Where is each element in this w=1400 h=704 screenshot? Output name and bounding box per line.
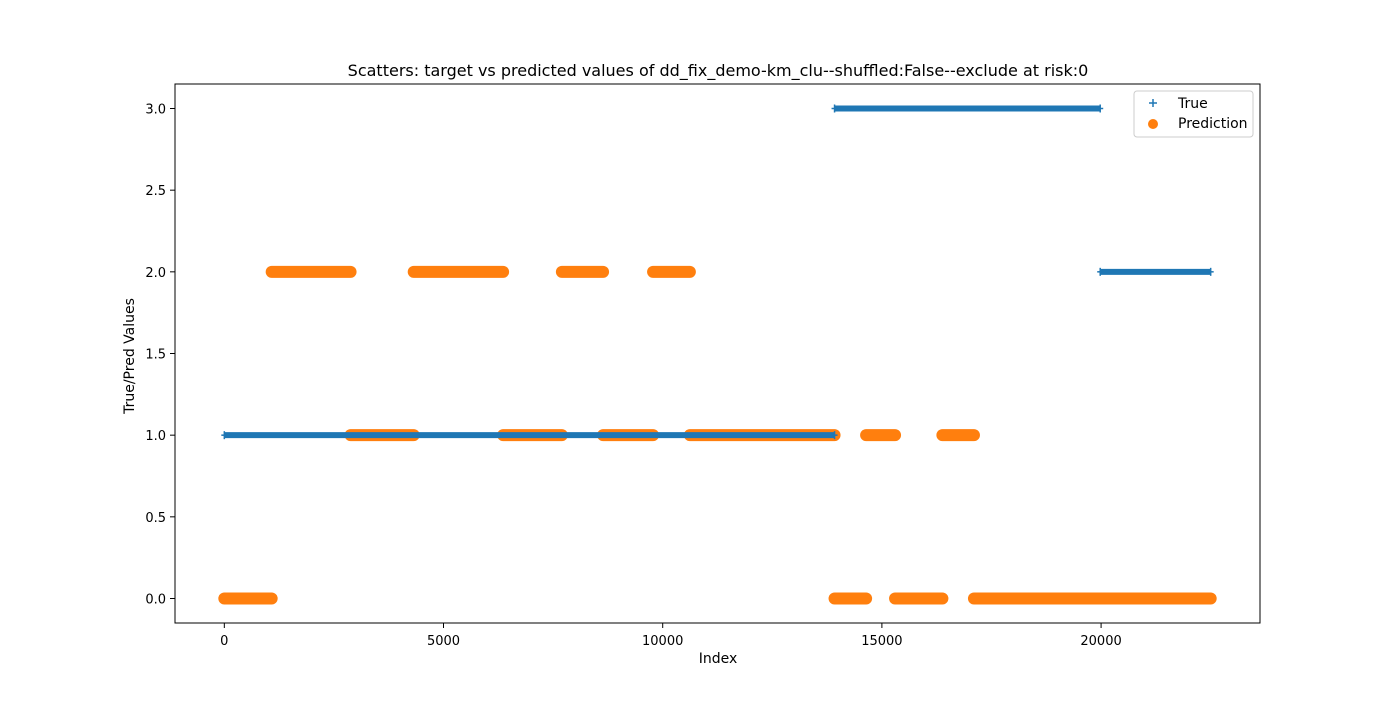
y-axis: 0.0 0.5 1.0 1.5 2.0 2.5 3.0: [145, 103, 175, 608]
y-tick-label: 2.0: [145, 266, 166, 281]
legend: True Prediction: [1133, 90, 1254, 138]
x-tick-label: 15000: [861, 634, 902, 649]
x-tick-label: 0: [220, 634, 228, 649]
y-tick-label: 1.5: [145, 348, 166, 363]
true-series: [221, 104, 1214, 440]
plot-area-background: [175, 84, 1260, 623]
chart-title: Scatters: target vs predicted values of …: [348, 61, 1089, 81]
legend-marker-prediction: [1148, 119, 1158, 129]
y-tick-label: 1.0: [145, 429, 166, 444]
legend-marker-true: [1149, 99, 1157, 107]
legend-circle-marker: [1148, 119, 1158, 129]
y-tick-label: 0.0: [145, 593, 166, 608]
legend-frame: [1133, 90, 1254, 138]
x-tick-label: 5000: [427, 634, 460, 649]
x-axis-label: Index: [699, 651, 738, 667]
y-tick-label: 2.5: [145, 184, 166, 199]
x-tick-label: 20000: [1080, 634, 1121, 649]
legend-label-true: True: [1177, 96, 1208, 112]
x-tick-label: 10000: [642, 634, 683, 649]
y-tick-label: 3.0: [145, 103, 166, 118]
x-axis: 0 5000 10000 15000 20000: [220, 623, 1122, 649]
y-axis-label: True/Pred Values: [122, 298, 138, 415]
legend-label-prediction: Prediction: [1178, 116, 1248, 132]
y-tick-label: 0.5: [145, 511, 166, 526]
